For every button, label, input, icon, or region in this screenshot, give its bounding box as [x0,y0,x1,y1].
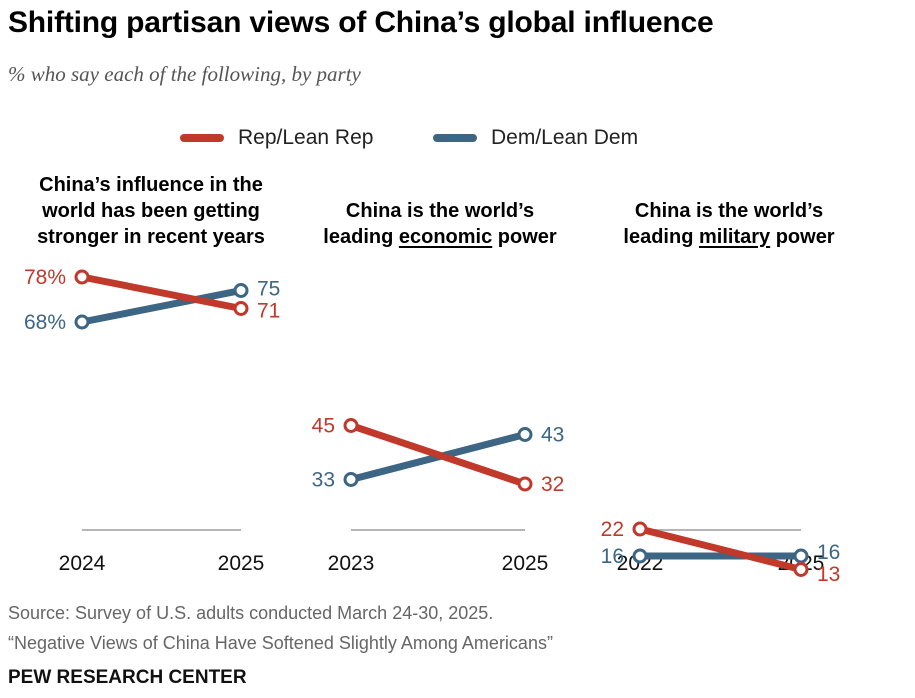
series-line-rep [636,525,805,573]
data-label-dem: 68% [24,311,66,334]
panel-title-influence: China’s influence in the world has been … [6,172,296,250]
data-point-rep [793,562,809,577]
legend-label-rep: Rep/Lean Rep [238,126,374,149]
series-line-rep [347,422,529,488]
data-point-rep [517,476,533,492]
underlined-word: military [698,226,771,248]
data-label-rep: 78% [24,266,66,289]
chart-subtitle: % who say each of the following, by part… [8,62,361,86]
panel-title-line: leading military power [623,226,835,248]
chart-title: Shifting partisan views of China’s globa… [8,6,714,39]
data-label-dem: 75 [257,278,280,301]
data-point-rep [632,521,648,537]
x-tick-label: 2025 [502,552,549,575]
data-label-dem: 16 [817,541,840,564]
legend-item-dem: Dem/Lean Dem [433,126,638,150]
data-point-rep [233,301,249,316]
data-label-rep: 45 [312,415,335,438]
data-label-dem: 33 [312,469,335,492]
underlined-word: economic [398,226,493,248]
legend-item-rep: Rep/Lean Rep [180,126,373,150]
panel-title-line: leading economic power [323,226,557,248]
panel-title-line: China’s influence in the [39,174,263,196]
panel-title-line: China is the world’s [634,200,824,222]
data-point-dem [343,472,359,487]
x-tick-label: 2024 [59,552,106,575]
brand-logo-text: PEW RESEARCH CENTER [8,667,247,688]
panel-title-economic: China is the world’s leading economic po… [292,198,588,250]
data-point-dem [233,283,249,298]
data-point-rep [343,418,359,433]
source-line: Source: Survey of U.S. adults conducted … [8,603,494,623]
legend: Rep/Lean Rep Dem/Lean Dem [0,126,915,156]
data-point-dem [517,427,533,442]
x-tick-label: 2025 [218,552,265,575]
panel-title-line: world has been getting [42,200,260,222]
data-label-dem: 43 [541,424,564,447]
data-point-dem [793,548,809,564]
panel-title-military: China is the world’s leading military po… [586,198,872,250]
legend-label-dem: Dem/Lean Dem [491,126,639,149]
legend-swatch-rep [180,134,224,142]
data-label-rep: 22 [601,518,624,541]
panel-title-line: China is the world’s [345,200,535,222]
x-tick-label: 2023 [328,552,375,575]
report-title: “Negative Views of China Have Softened S… [8,633,553,653]
data-label-rep: 32 [541,473,564,496]
data-label-rep: 13 [817,563,840,586]
legend-swatch-dem [433,134,477,142]
data-label-rep: 71 [257,300,280,323]
source-note: Source: Survey of U.S. adults conducted … [8,598,553,658]
series-line-rep [78,273,245,312]
data-point-dem [632,548,648,564]
series-line-dem [78,287,245,326]
data-label-dem: 16 [601,545,624,568]
data-point-rep [74,269,90,285]
panel-title-line: stronger in recent years [37,226,265,248]
data-point-dem [74,314,90,330]
